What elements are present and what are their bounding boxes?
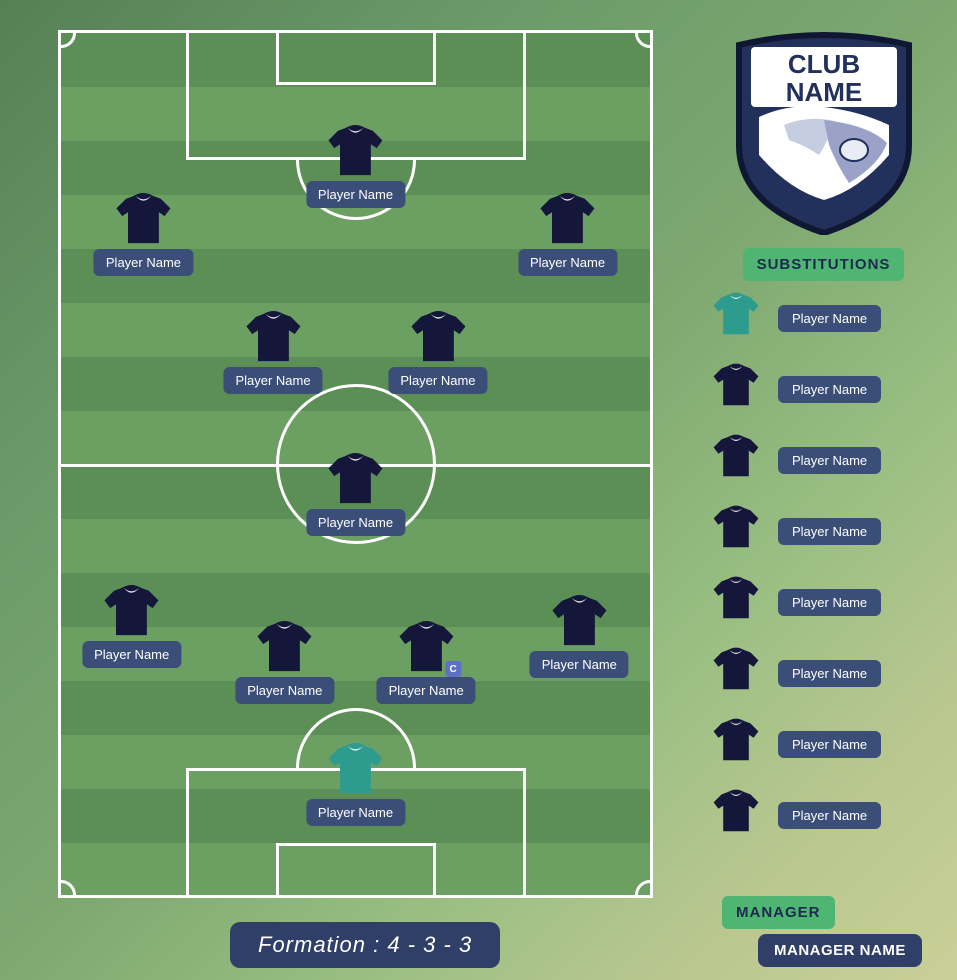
formation-label: Formation : 4 - 3 - 3 [230, 922, 500, 968]
jersey-icon [712, 576, 760, 627]
jersey-icon: C [397, 621, 455, 675]
player-marker: C Player Name [377, 621, 476, 704]
player-marker: Player Name [518, 193, 617, 276]
substitution-row: Player Name [712, 647, 947, 698]
player-name-label: Player Name [235, 677, 334, 704]
player-marker: Player Name [306, 125, 405, 208]
sidebar: CLUB NAME SUBSTITUTIONS Player Name Play… [690, 0, 957, 980]
player-name-label: Player Name [223, 367, 322, 394]
corner-arc [635, 880, 665, 910]
player-name-label: Player Name [518, 249, 617, 276]
goal-box-top [276, 30, 436, 85]
crest-line1: CLUB [787, 49, 859, 79]
player-marker: Player Name [388, 311, 487, 394]
substitutions-list: Player Name Player Name Player Name Play… [712, 292, 947, 840]
jersey-icon [326, 743, 384, 797]
player-marker: Player Name [306, 743, 405, 826]
substitutions-header: SUBSTITUTIONS [743, 248, 905, 281]
substitution-row: Player Name [712, 292, 947, 343]
jersey-icon [550, 595, 608, 649]
player-marker: Player Name [82, 585, 181, 668]
formation-value: 4 - 3 - 3 [387, 932, 472, 957]
crest-line2: NAME [785, 77, 862, 107]
corner-arc [46, 18, 76, 48]
jersey-icon [712, 789, 760, 840]
lineup-graphic: Player Name Player Name Player Name Play… [0, 0, 957, 980]
jersey-icon [712, 718, 760, 769]
formation-prefix: Formation : [258, 932, 387, 957]
jersey-icon [256, 621, 314, 675]
substitution-row: Player Name [712, 363, 947, 414]
player-marker: Player Name [306, 453, 405, 536]
manager-header: MANAGER [722, 896, 835, 929]
sub-name-label: Player Name [778, 731, 881, 758]
jersey-icon [244, 311, 302, 365]
jersey-icon [409, 311, 467, 365]
jersey-icon [103, 585, 161, 639]
pitch: Player Name Player Name Player Name Play… [58, 30, 653, 898]
sub-name-label: Player Name [778, 305, 881, 332]
jersey-icon [712, 505, 760, 556]
substitution-row: Player Name [712, 576, 947, 627]
player-name-label: Player Name [306, 181, 405, 208]
club-crest-icon: CLUB NAME [729, 25, 919, 235]
player-marker: Player Name [94, 193, 193, 276]
jersey-icon [712, 363, 760, 414]
captain-badge: C [445, 661, 461, 677]
substitution-row: Player Name [712, 505, 947, 556]
player-name-label: Player Name [82, 641, 181, 668]
player-name-label: Player Name [388, 367, 487, 394]
player-marker: Player Name [223, 311, 322, 394]
jersey-icon [326, 453, 384, 507]
sub-name-label: Player Name [778, 802, 881, 829]
player-name-label: Player Name [306, 799, 405, 826]
jersey-icon [712, 434, 760, 485]
jersey-icon [326, 125, 384, 179]
sub-name-label: Player Name [778, 589, 881, 616]
goal-box-bottom [276, 843, 436, 898]
jersey-icon [712, 647, 760, 698]
jersey-icon [712, 292, 760, 343]
sub-name-label: Player Name [778, 660, 881, 687]
sub-name-label: Player Name [778, 376, 881, 403]
substitution-row: Player Name [712, 434, 947, 485]
player-name-label: Player Name [94, 249, 193, 276]
sub-name-label: Player Name [778, 518, 881, 545]
substitution-row: Player Name [712, 789, 947, 840]
manager-name: MANAGER NAME [758, 934, 922, 967]
player-marker: Player Name [530, 595, 629, 678]
jersey-icon [539, 193, 597, 247]
corner-arc [635, 18, 665, 48]
jersey-icon [114, 193, 172, 247]
corner-arc [46, 880, 76, 910]
substitution-row: Player Name [712, 718, 947, 769]
sub-name-label: Player Name [778, 447, 881, 474]
player-name-label: Player Name [377, 677, 476, 704]
player-name-label: Player Name [530, 651, 629, 678]
player-name-label: Player Name [306, 509, 405, 536]
player-marker: Player Name [235, 621, 334, 704]
